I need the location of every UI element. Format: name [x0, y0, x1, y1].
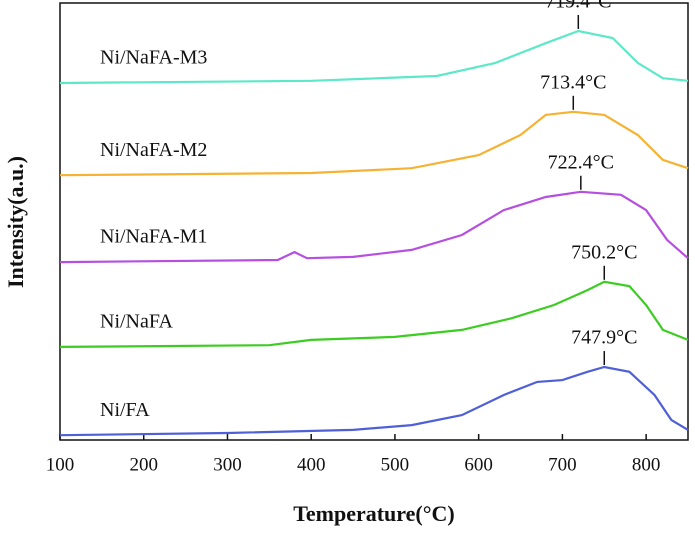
x-tick-label: 300: [213, 454, 242, 475]
series-label: Ni/NaFA: [100, 311, 174, 333]
plot-frame: [59, 2, 689, 441]
series-label: Ni/FA: [100, 399, 150, 421]
peak-label: 719.4°C: [545, 0, 611, 13]
series-line: [59, 365, 689, 437]
series-line: [59, 110, 689, 177]
peak-label: 750.2°C: [571, 241, 637, 263]
x-tick-label: 400: [297, 454, 326, 475]
x-tick-label: 700: [548, 454, 577, 475]
series-line: [59, 190, 689, 264]
x-tick-label: 100: [46, 454, 75, 475]
series-label: Ni/NaFA-M2: [100, 139, 207, 161]
x-axis-title: Temperature(°C): [293, 501, 455, 526]
series-label: Ni/NaFA-M3: [100, 47, 207, 69]
series-label: Ni/NaFA-M1: [100, 226, 207, 248]
peak-label: 747.9°C: [571, 327, 637, 349]
series-line: [59, 280, 689, 348]
peak-label: 713.4°C: [540, 71, 606, 93]
x-tick-label: 500: [381, 454, 410, 475]
x-tick-label: 200: [129, 454, 158, 475]
peak-label: 722.4°C: [548, 151, 614, 173]
x-tick-label: 800: [632, 454, 661, 475]
series-line: [59, 29, 689, 85]
x-tick-label: 600: [464, 454, 493, 475]
y-axis-title: Intensity(a.u.): [3, 156, 28, 288]
